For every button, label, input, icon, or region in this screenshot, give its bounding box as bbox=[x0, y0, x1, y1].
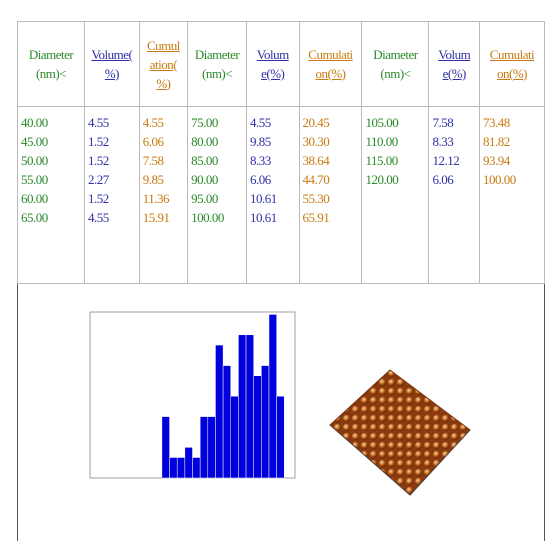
header-cell: Diameter (nm)< bbox=[361, 21, 430, 107]
header-cell: Diameter (nm)< bbox=[187, 21, 247, 107]
column-cell: 105.00 110.00 115.00 120.00 bbox=[361, 106, 430, 284]
cell-value: 105.00 bbox=[365, 115, 399, 130]
header-cell: Cumul ation( %) bbox=[138, 21, 189, 107]
cell-value: 6.06 bbox=[432, 172, 454, 187]
column-cell: 4.55 6.06 7.58 9.85 11.36 15.91 bbox=[138, 106, 189, 284]
cell-value: 73.48 bbox=[483, 115, 510, 130]
cell-value: 4.55 bbox=[88, 210, 109, 225]
cell-value: 20.45 bbox=[302, 115, 330, 130]
header-cell: Cumulati on(%) bbox=[298, 21, 363, 107]
cell-value: 2.27 bbox=[88, 172, 109, 187]
cell-value: 1.52 bbox=[88, 191, 109, 206]
header-text: Diameter (nm)< bbox=[194, 47, 240, 81]
cell-value: 100.00 bbox=[191, 210, 224, 225]
cell-value: 55.30 bbox=[302, 191, 330, 206]
cell-value: 81.82 bbox=[483, 134, 510, 149]
cell-value: 45.00 bbox=[21, 134, 48, 149]
bar bbox=[238, 334, 247, 479]
cell-value: 8.33 bbox=[249, 153, 271, 168]
cell-value: 115.00 bbox=[365, 153, 398, 168]
cell-value: 7.58 bbox=[142, 153, 164, 168]
cell-value: 120.00 bbox=[365, 172, 399, 187]
cell-value: 10.61 bbox=[249, 210, 277, 225]
column-cell: 73.48 81.82 93.94 100.00 bbox=[479, 106, 545, 284]
bar bbox=[222, 365, 231, 479]
cell-value: 80.00 bbox=[191, 134, 218, 149]
column-cell: 40.00 45.00 50.00 55.00 60.00 65.00 bbox=[16, 106, 86, 284]
cell-value: 1.52 bbox=[88, 153, 109, 168]
cell-value: 85.00 bbox=[191, 153, 218, 168]
cell-value: 110.00 bbox=[365, 134, 398, 149]
header-text: Volum e(%) bbox=[256, 47, 289, 81]
header-text: Cumul ation( %) bbox=[146, 37, 180, 91]
bar bbox=[215, 344, 224, 479]
cell-value: 7.58 bbox=[432, 115, 454, 130]
column-cell: 20.45 30.30 38.64 44.70 55.30 65.91 bbox=[298, 106, 363, 284]
cell-value: 6.06 bbox=[249, 172, 271, 187]
bar bbox=[199, 416, 209, 479]
data-table: Diameter (nm)< Volume( %) Cumul ation( %) D… bbox=[16, 21, 545, 284]
bar bbox=[161, 416, 170, 479]
cell-value: 93.94 bbox=[483, 153, 510, 168]
cell-value: 9.85 bbox=[249, 134, 271, 149]
histogram bbox=[89, 311, 296, 479]
cell-value: 65.91 bbox=[302, 210, 330, 225]
header-text: Cumulati on(%) bbox=[308, 47, 353, 81]
header-cell: Volume( %) bbox=[84, 21, 140, 107]
bar bbox=[268, 314, 277, 479]
cell-value: 44.70 bbox=[302, 172, 330, 187]
header-text: Diameter (nm)< bbox=[373, 47, 418, 81]
cell-value: 1.52 bbox=[88, 134, 109, 149]
cell-value: 4.55 bbox=[142, 115, 164, 130]
cell-value: 6.06 bbox=[142, 134, 164, 149]
afm-image bbox=[329, 369, 471, 496]
bar bbox=[245, 334, 254, 479]
cell-value: 55.00 bbox=[21, 172, 48, 187]
header-text: Volume( %) bbox=[91, 47, 133, 81]
header-cell: Diameter (nm)< bbox=[16, 21, 86, 107]
body-row: 40.00 45.00 50.00 55.00 60.00 65.00 4.55 1.52 1.… bbox=[16, 106, 545, 284]
cell-value: 95.00 bbox=[191, 191, 218, 206]
bar bbox=[169, 457, 178, 479]
cell-value: 8.33 bbox=[432, 134, 454, 149]
header-row: Diameter (nm)< Volume( %) Cumul ation( %) D… bbox=[16, 21, 545, 107]
bar bbox=[192, 457, 201, 479]
cell-value: 60.00 bbox=[21, 191, 48, 206]
header-text: Volum e(%) bbox=[438, 47, 471, 81]
column-cell: 75.00 80.00 85.00 90.00 95.00 100.00 bbox=[187, 106, 247, 284]
bar bbox=[230, 395, 239, 479]
cell-value: 50.00 bbox=[21, 153, 48, 168]
cell-value: 30.30 bbox=[302, 134, 330, 149]
cell-value: 65.00 bbox=[21, 210, 48, 225]
column-cell: 4.55 1.52 1.52 2.27 1.52 4.55 bbox=[84, 106, 140, 284]
header-text: Cumulati on(%) bbox=[489, 47, 535, 81]
cell-value: 4.55 bbox=[88, 115, 109, 130]
cell-value: 40.00 bbox=[21, 115, 48, 130]
cell-value: 75.00 bbox=[191, 115, 218, 130]
bar bbox=[253, 375, 262, 479]
header-text: Diameter (nm)< bbox=[28, 47, 74, 81]
cell-value: 90.00 bbox=[191, 172, 218, 187]
column-cell: 4.55 9.85 8.33 6.06 10.61 10.61 bbox=[245, 106, 300, 284]
bar bbox=[207, 416, 216, 479]
cell-value: 38.64 bbox=[302, 153, 330, 168]
bar bbox=[184, 447, 193, 479]
cell-value: 4.55 bbox=[249, 115, 271, 130]
bar bbox=[276, 395, 285, 479]
cell-value: 12.12 bbox=[432, 153, 460, 168]
header-cell: Volum e(%) bbox=[245, 21, 300, 107]
header-cell: Volum e(%) bbox=[428, 21, 480, 107]
cell-value: 100.00 bbox=[483, 172, 516, 187]
cell-value: 10.61 bbox=[249, 191, 277, 206]
cell-value: 15.91 bbox=[142, 210, 170, 225]
cell-value: 9.85 bbox=[142, 172, 164, 187]
bar bbox=[261, 365, 270, 479]
bar bbox=[176, 457, 186, 479]
cell-value: 11.36 bbox=[142, 191, 170, 206]
